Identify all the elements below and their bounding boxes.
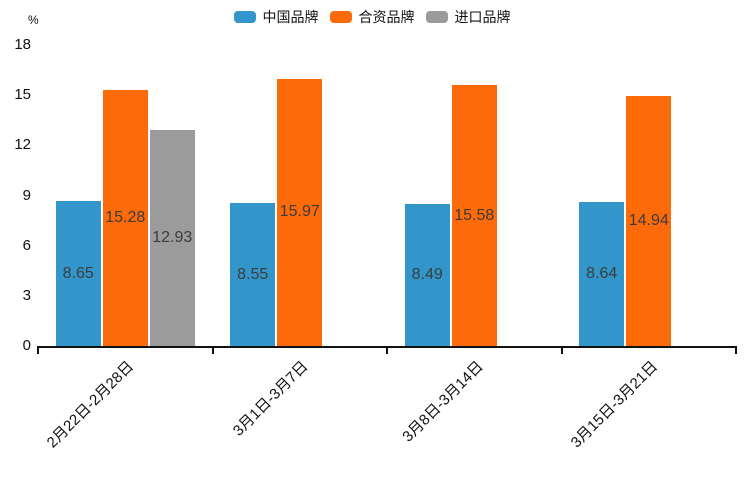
bar-value-label: 8.65 <box>62 264 94 282</box>
legend-label: 进口品牌 <box>454 9 511 25</box>
legend-label: 合资品牌 <box>358 9 415 25</box>
bar-value-label: 14.94 <box>628 212 669 230</box>
x-axis-tick <box>37 347 39 354</box>
bar-value-label: 8.49 <box>411 266 443 283</box>
bar-进口品牌 <box>149 129 195 346</box>
legend-swatch-icon <box>233 11 256 23</box>
y-tick-label: 0 <box>22 337 31 354</box>
bar-value-label: 8.64 <box>586 264 618 282</box>
legend-item: 中国品牌 <box>233 7 319 27</box>
legend-item: 进口品牌 <box>425 7 511 27</box>
bar-value-label: 15.28 <box>105 209 146 227</box>
bar-合资品牌 <box>277 78 323 346</box>
legend-swatch-icon <box>425 11 448 23</box>
y-tick-label: 9 <box>22 186 31 204</box>
chart-legend: 中国品牌 合资品牌 进口品牌 <box>0 6 744 28</box>
x-axis-tick <box>735 347 737 354</box>
bar-中国品牌 <box>230 203 276 346</box>
bar-中国品牌 <box>404 204 450 346</box>
y-tick-label: 3 <box>22 286 31 304</box>
bar-value-label: 12.93 <box>152 228 193 246</box>
bar-合资品牌 <box>451 85 497 346</box>
y-axis-unit-label: % <box>28 13 39 27</box>
bar-中国品牌 <box>55 201 101 346</box>
legend-label: 中国品牌 <box>262 9 319 25</box>
bar-中国品牌 <box>579 201 625 346</box>
bar-value-label: 15.97 <box>279 203 320 221</box>
x-axis-tick <box>386 347 388 354</box>
x-axis-tick <box>211 347 214 354</box>
legend-item: 合资品牌 <box>329 7 415 27</box>
y-tick-label: 18 <box>14 36 31 53</box>
bar-合资品牌 <box>102 90 148 346</box>
x-axis-tick <box>560 347 563 354</box>
x-tick-label: 3月8日-3月14日 <box>398 358 487 446</box>
x-tick-label: 2月22日-2月28日 <box>43 358 138 452</box>
legend-swatch-icon <box>329 11 352 23</box>
bar-合资品牌 <box>626 96 672 346</box>
y-tick-label: 6 <box>22 236 31 254</box>
y-tick-label: 15 <box>14 86 31 104</box>
y-tick-label: 12 <box>14 136 31 154</box>
x-tick-label: 3月1日-3月7日 <box>230 358 312 440</box>
bar-value-label: 8.55 <box>237 265 269 283</box>
bar-value-label: 15.58 <box>454 206 495 224</box>
x-tick-label: 3月15日-3月21日 <box>567 358 661 452</box>
